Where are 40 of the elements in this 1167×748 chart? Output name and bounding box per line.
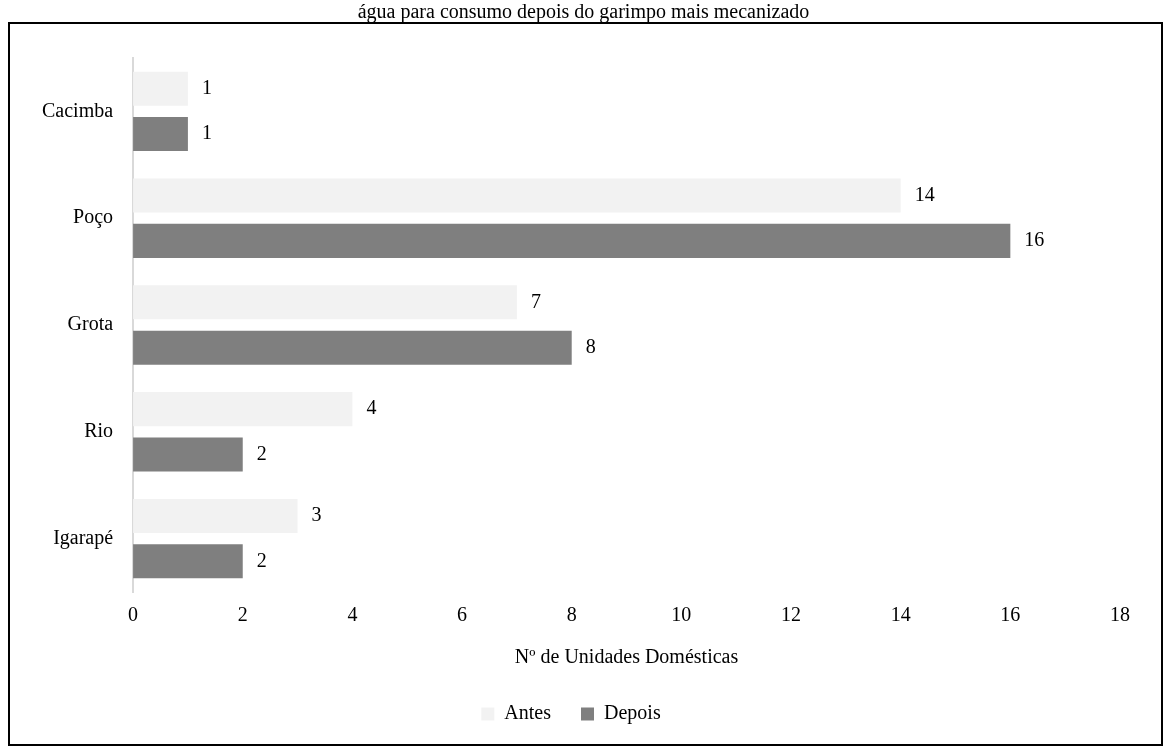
x-tick-label: 18	[1110, 603, 1130, 626]
y-tick-label: Cacimba	[41, 98, 114, 121]
bar	[133, 223, 1011, 258]
x-tick-label: 2	[237, 603, 248, 626]
y-tick-label: Grota	[67, 312, 114, 335]
data-label: 8	[585, 334, 596, 357]
data-label: 2	[256, 548, 267, 571]
x-tick-label: 12	[781, 603, 802, 626]
y-tick-label: Igarapé	[53, 525, 114, 549]
data-label: 2	[256, 441, 267, 464]
data-label: 16	[1024, 228, 1045, 251]
x-tick-label: 16	[1000, 603, 1021, 626]
legend-label: Depois	[604, 701, 661, 725]
bar	[133, 71, 188, 106]
x-tick-label: 8	[566, 603, 577, 626]
bar	[133, 330, 572, 365]
y-tick-label: Rio	[84, 419, 114, 442]
bar	[133, 544, 243, 579]
data-label: 1	[201, 121, 212, 144]
bar	[133, 437, 243, 472]
x-tick-label: 4	[347, 603, 358, 626]
x-tick-label: 14	[890, 603, 911, 626]
x-axis-title: Nº de Unidades Domésticas	[514, 645, 739, 668]
bar	[133, 178, 901, 213]
x-tick-label: 6	[457, 603, 468, 626]
frame: Nº de Unidades Domésticas Antes Depois 0 2 4 6 8 10 12 14 16 18 Cacimba Poço Grota Rio Igarapé 1 14 7 4 3 1 16 8 2 2	[8, 22, 1163, 746]
legend-label: Antes	[504, 701, 552, 724]
bar	[133, 117, 188, 152]
bar	[133, 498, 298, 533]
chart-title: água para consumo depois do garimpo mais mecanizado	[356, 0, 811, 22]
x-tick-label: 0	[128, 603, 139, 626]
data-label: 4	[366, 396, 377, 419]
data-label: 14	[914, 182, 935, 205]
bar	[133, 392, 353, 427]
x-tick-label: 10	[671, 603, 692, 626]
data-label: 7	[530, 289, 541, 312]
y-tick-label: Poço	[73, 205, 114, 229]
data-label: 3	[311, 503, 322, 526]
bar	[133, 285, 517, 320]
data-label: 1	[201, 75, 212, 98]
